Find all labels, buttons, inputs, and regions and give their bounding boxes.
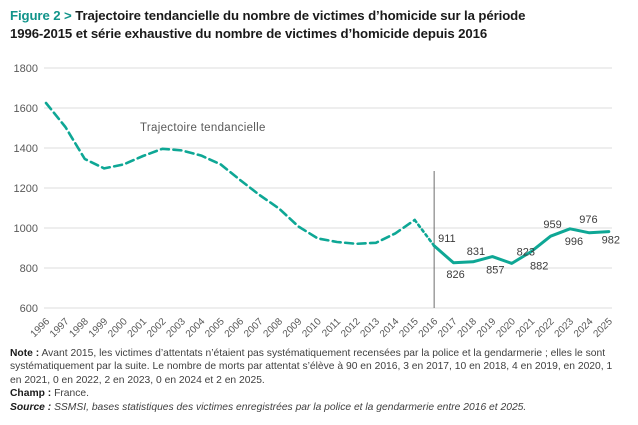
- x-tick-label: 2009: [281, 316, 305, 340]
- x-tick-label: 2000: [106, 316, 130, 340]
- x-tick-label: 2004: [184, 316, 208, 340]
- x-tick-label: 1999: [87, 316, 111, 340]
- data-label: 959: [543, 219, 561, 231]
- y-tick-label: 1200: [14, 183, 38, 195]
- x-tick-label: 2008: [261, 316, 285, 340]
- y-tick-label: 1800: [14, 63, 38, 75]
- y-tick-label: 600: [20, 303, 38, 315]
- x-tick-label: 2021: [514, 316, 538, 340]
- champ-label: Champ :: [10, 388, 52, 400]
- data-label: 982: [602, 235, 620, 247]
- y-tick-label: 1400: [14, 143, 38, 155]
- x-tick-label: 2005: [203, 316, 227, 340]
- x-tick-label: 2019: [475, 316, 499, 340]
- champ-paragraph: Champ : France.: [10, 387, 626, 400]
- x-tick-label: 2014: [378, 316, 402, 340]
- x-tick-label: 2006: [223, 316, 247, 340]
- y-tick-label: 1600: [14, 103, 38, 115]
- x-tick-label: 2016: [417, 316, 441, 340]
- note-text: Avant 2015, les victimes d’attentats n’é…: [10, 348, 613, 386]
- x-tick-label: 2022: [533, 316, 557, 340]
- x-tick-label: 2002: [145, 316, 169, 340]
- source-paragraph: Source : SSMSI, bases statistiques des v…: [10, 401, 626, 414]
- x-tick-label: 2025: [591, 316, 615, 340]
- note-paragraph: Note : Avant 2015, les victimes d’attent…: [10, 347, 626, 387]
- data-label: 882: [530, 261, 548, 273]
- x-tick-label: 2017: [436, 316, 460, 340]
- x-tick-label: 2007: [242, 316, 266, 340]
- chart-svg: 600 800 1000 1200 1400 1600 1800 19961997199819…: [14, 63, 620, 340]
- data-label: 857: [486, 265, 504, 277]
- figure-title: Figure 2 > Trajectoire tendancielle du n…: [10, 7, 624, 43]
- x-tick-label: 1998: [67, 316, 91, 340]
- trend-annotation-label: Trajectoire tendancielle: [140, 122, 266, 134]
- x-tick-label: 2018: [456, 316, 480, 340]
- x-tick-label: 2012: [339, 316, 363, 340]
- trend-line: [44, 101, 417, 246]
- x-tick-label: 2003: [164, 316, 188, 340]
- figure-title-line2: 1996-2015 et série exhaustive du nombre …: [10, 26, 488, 41]
- figure-notes: Note : Avant 2015, les victimes d’attent…: [10, 347, 626, 414]
- y-tick-label: 1000: [14, 223, 38, 235]
- figure-number-label: Figure 2 >: [10, 8, 72, 23]
- data-label: 976: [579, 214, 597, 226]
- trend-connector-line: [413, 218, 436, 248]
- x-tick-label: 2024: [572, 316, 596, 340]
- champ-text: France.: [51, 388, 89, 400]
- figure-title-line1: Trajectoire tendancielle du nombre de vi…: [75, 8, 526, 23]
- exhaustive-line: [432, 227, 611, 265]
- x-tick-label: 2015: [397, 316, 421, 340]
- data-label: 831: [467, 246, 485, 258]
- x-tick-label: 2010: [300, 316, 324, 340]
- x-tick-label: 2023: [553, 316, 577, 340]
- x-tick-label: 1997: [48, 316, 72, 340]
- data-label: 823: [517, 246, 535, 258]
- x-tick-label: 2011: [320, 316, 343, 339]
- source-label: Source :: [10, 401, 52, 413]
- data-label: 826: [446, 269, 464, 281]
- data-label: 911: [438, 233, 456, 245]
- x-tick-label: 2001: [126, 316, 150, 340]
- x-tick-label: 2020: [494, 316, 518, 340]
- note-label: Note :: [10, 348, 40, 359]
- x-tick-label: 2013: [359, 316, 383, 340]
- x-tick-label: 1996: [29, 316, 53, 340]
- data-label: 996: [565, 236, 583, 248]
- source-text: SSMSI, bases statistiques des victimes e…: [51, 401, 527, 413]
- y-tick-label: 800: [20, 263, 38, 275]
